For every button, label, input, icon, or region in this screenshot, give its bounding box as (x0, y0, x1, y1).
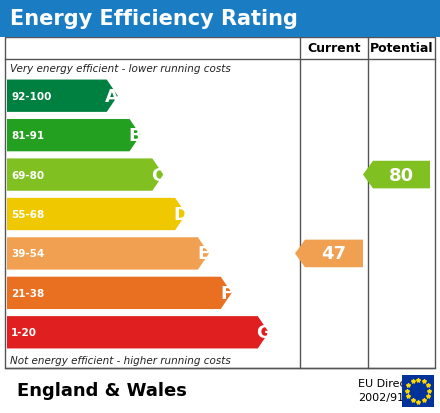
Text: E: E (197, 245, 209, 263)
Text: F: F (220, 284, 232, 302)
Text: A: A (105, 88, 119, 105)
Text: England & Wales: England & Wales (17, 382, 187, 399)
Text: 2002/91/EC: 2002/91/EC (358, 392, 423, 403)
Bar (5, 38, 435, 368)
Text: Potential: Potential (370, 43, 433, 55)
Polygon shape (7, 238, 209, 270)
Text: 69-80: 69-80 (11, 170, 44, 180)
Text: 21-38: 21-38 (11, 288, 44, 298)
Text: C: C (151, 166, 165, 184)
Text: Current: Current (307, 43, 361, 55)
Bar (402, 375, 434, 406)
Text: D: D (173, 206, 188, 223)
Polygon shape (7, 198, 186, 230)
Text: B: B (128, 127, 142, 145)
Text: Very energy efficient - lower running costs: Very energy efficient - lower running co… (10, 63, 231, 74)
Polygon shape (295, 240, 363, 268)
Polygon shape (363, 161, 430, 189)
Polygon shape (7, 277, 232, 309)
Text: 47: 47 (322, 245, 347, 263)
Polygon shape (7, 159, 163, 191)
Text: 39-54: 39-54 (11, 249, 44, 259)
Text: 81-91: 81-91 (11, 131, 44, 141)
Text: G: G (256, 323, 271, 342)
Text: 1-20: 1-20 (11, 328, 37, 337)
Text: 80: 80 (389, 166, 414, 184)
Bar (0, 0, 440, 38)
Text: EU Directive: EU Directive (358, 379, 427, 389)
Text: Not energy efficient - higher running costs: Not energy efficient - higher running co… (10, 355, 231, 365)
Text: 55-68: 55-68 (11, 209, 44, 219)
Polygon shape (7, 316, 269, 349)
Text: 92-100: 92-100 (11, 92, 51, 102)
Text: Energy Efficiency Rating: Energy Efficiency Rating (10, 9, 298, 29)
Polygon shape (7, 81, 118, 113)
Polygon shape (7, 120, 140, 152)
